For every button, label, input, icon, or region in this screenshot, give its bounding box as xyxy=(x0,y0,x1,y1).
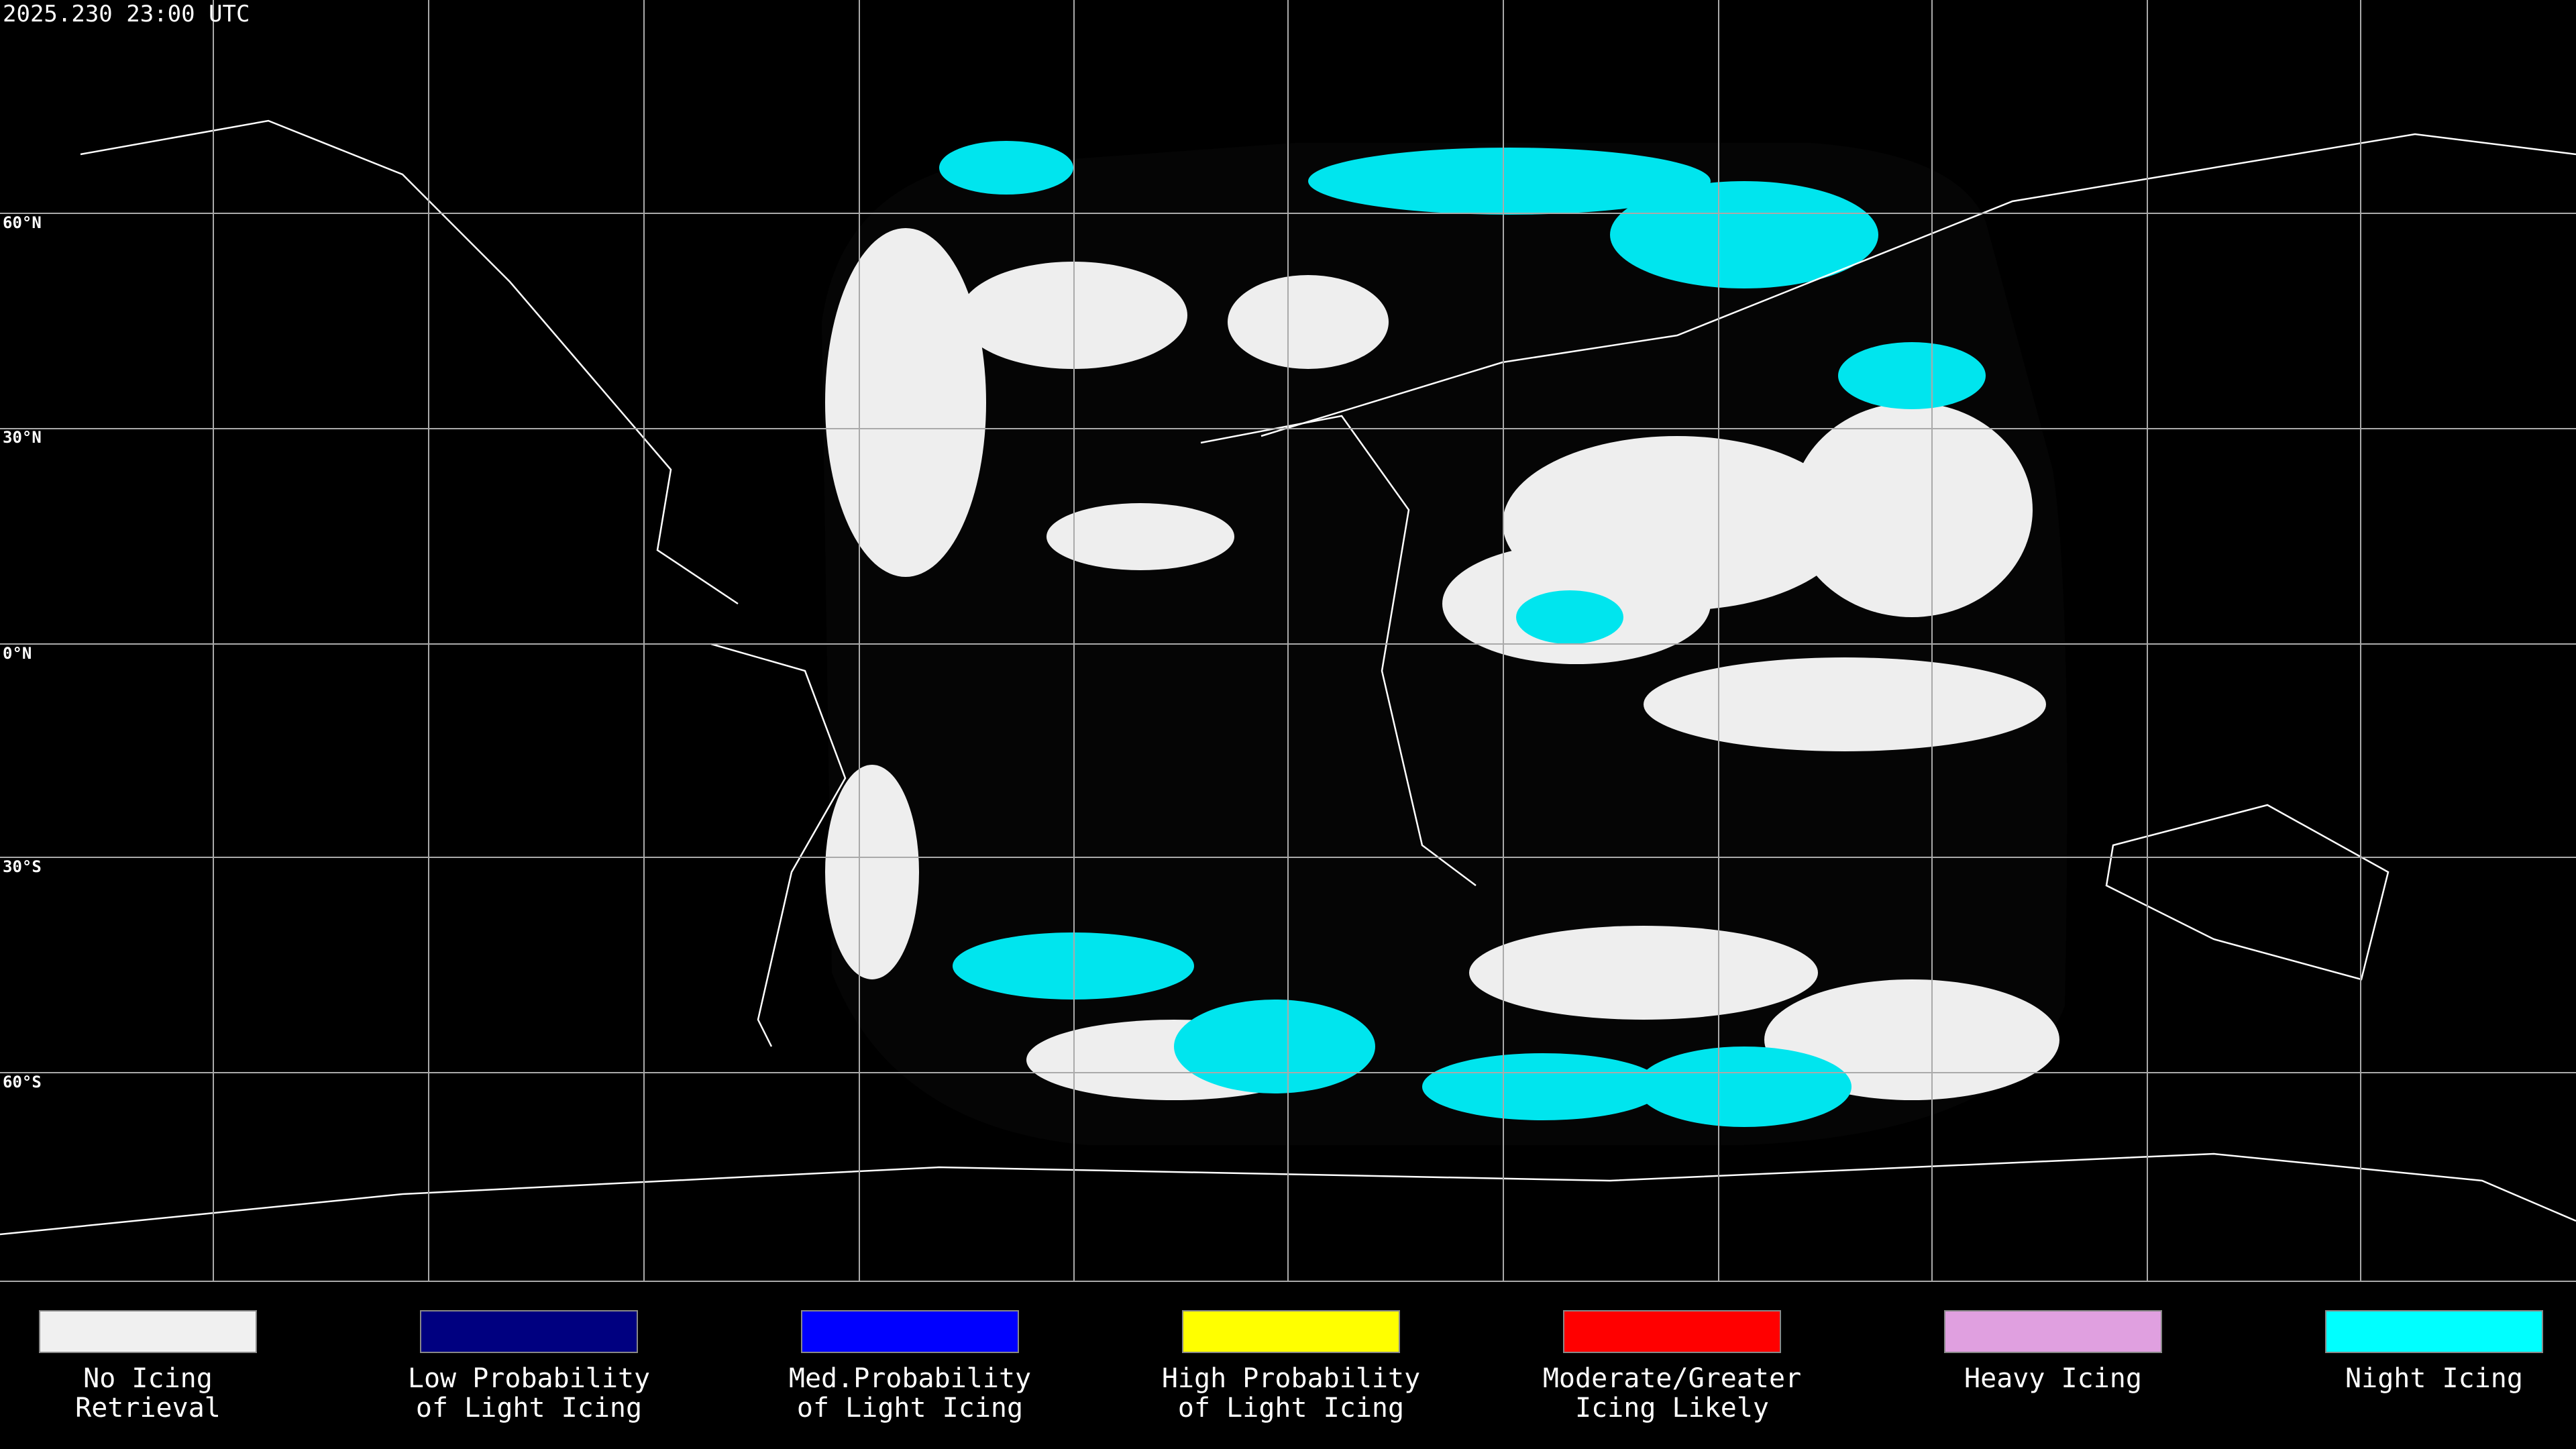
latitude-label: 30°N xyxy=(3,428,42,447)
legend-swatch xyxy=(420,1310,638,1353)
legend-swatch xyxy=(39,1310,257,1353)
cloud-night-icing xyxy=(939,141,1986,1127)
graticule xyxy=(0,0,2576,1282)
legend-swatch xyxy=(1563,1310,1781,1353)
legend-swatch xyxy=(1944,1310,2162,1353)
legend-label: Heavy Icing xyxy=(1964,1363,2142,1394)
legend-swatch xyxy=(801,1310,1019,1353)
legend-swatch xyxy=(2325,1310,2543,1353)
legend-label: of Light Icing xyxy=(797,1393,1023,1424)
legend-swatch xyxy=(1182,1310,1400,1353)
timestamp: 2025.230 23:00 UTC xyxy=(3,1,250,28)
latitude-label: 60°N xyxy=(3,213,42,232)
legend-label: Med.Probability xyxy=(789,1363,1031,1394)
coastlines xyxy=(0,119,2576,1236)
latitude-label: 0°N xyxy=(3,644,32,663)
cloud-no-icing xyxy=(825,228,2059,1100)
legend-label: No Icing xyxy=(83,1363,213,1394)
legend-label: Night Icing xyxy=(2345,1363,2523,1394)
legend-label: High Probability xyxy=(1162,1363,1420,1394)
latitude-labels: 60°N 30°N 0°N 30°S 60°S xyxy=(3,213,42,1091)
latitude-label: 30°S xyxy=(3,857,42,876)
latitude-label: 60°S xyxy=(3,1073,42,1091)
legend-label: Retrieval xyxy=(75,1393,221,1424)
satellite-coverage xyxy=(822,141,2068,1145)
legend-label: Low Probability xyxy=(408,1363,650,1394)
legend-label: Icing Likely xyxy=(1575,1393,1769,1424)
legend-label: Moderate/Greater xyxy=(1543,1363,1801,1394)
legend-label: of Light Icing xyxy=(1178,1393,1404,1424)
legend-label: of Light Icing xyxy=(416,1393,642,1424)
